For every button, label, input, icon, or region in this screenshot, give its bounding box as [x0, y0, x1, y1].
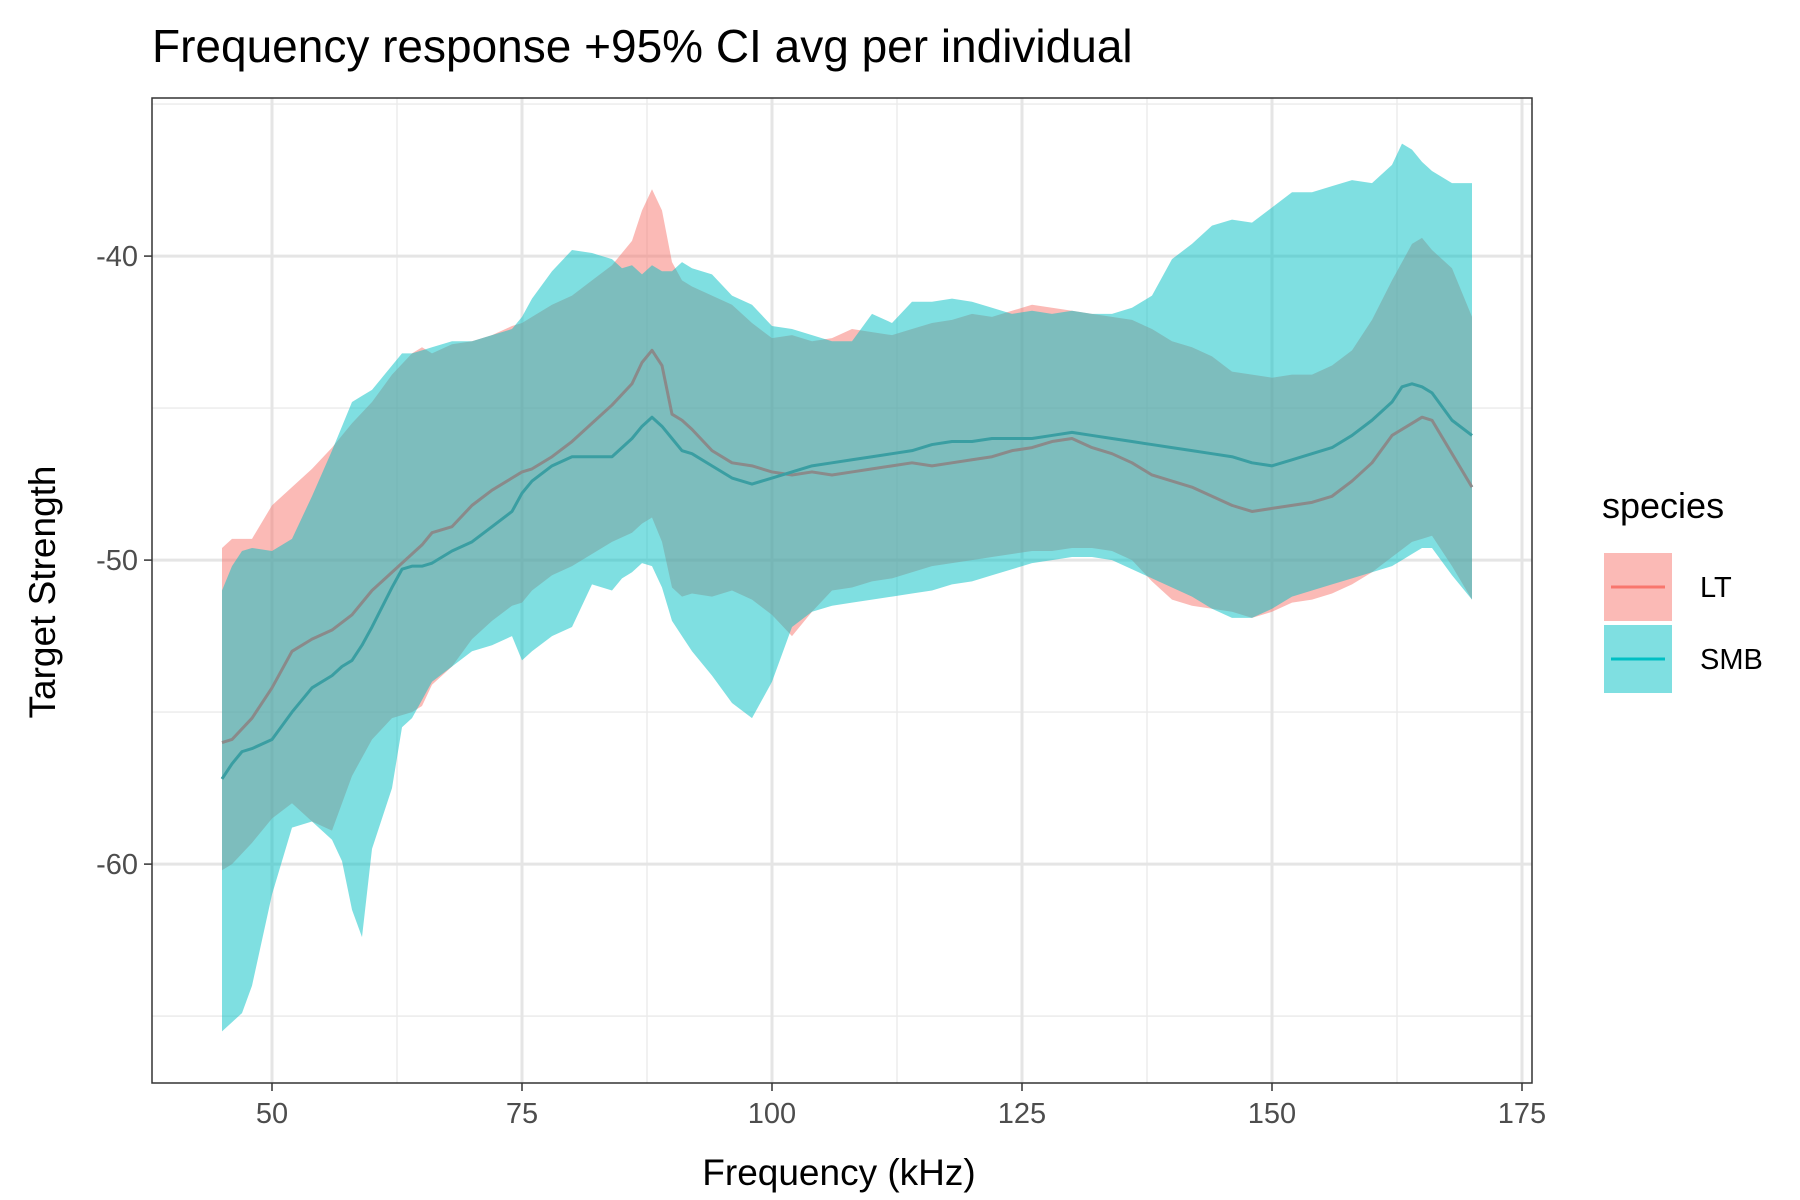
y-tick-label: -40	[96, 241, 138, 273]
x-axis-title: Frequency (kHz)	[702, 1152, 975, 1193]
legend: species LT SMB	[1602, 485, 1763, 693]
mean-line-smb	[220, 382, 1473, 780]
mean-line-lt	[221, 348, 1474, 744]
legend-item-lt: LT	[1604, 553, 1732, 621]
x-tick-label: 50	[256, 1098, 288, 1130]
x-axis-ticks: 50 75 100 125 150 175	[256, 1083, 1546, 1130]
y-axis-title: Target Strength	[22, 466, 63, 719]
x-tick-label: 100	[748, 1098, 796, 1130]
y-axis-ticks: -40 -50 -60	[96, 241, 152, 881]
x-tick-label: 150	[1248, 1098, 1296, 1130]
confidence-bands	[222, 143, 1472, 1032]
panel-border	[151, 97, 1533, 1084]
x-tick-label: 125	[998, 1098, 1046, 1130]
legend-label: LT	[1700, 572, 1732, 604]
x-tick-label: 175	[1498, 1098, 1546, 1130]
mean-lines	[220, 348, 1474, 780]
x-tick-label: 75	[506, 1098, 538, 1130]
legend-label: SMB	[1700, 644, 1763, 676]
y-tick-label: -50	[96, 545, 138, 577]
legend-title: species	[1602, 485, 1724, 526]
legend-item-smb: SMB	[1604, 625, 1763, 693]
panel-frame	[151, 97, 1533, 1084]
y-tick-label: -60	[96, 849, 138, 881]
ci-band-smb	[222, 143, 1472, 1032]
chart-title: Frequency response +95% CI avg per indiv…	[152, 20, 1133, 72]
